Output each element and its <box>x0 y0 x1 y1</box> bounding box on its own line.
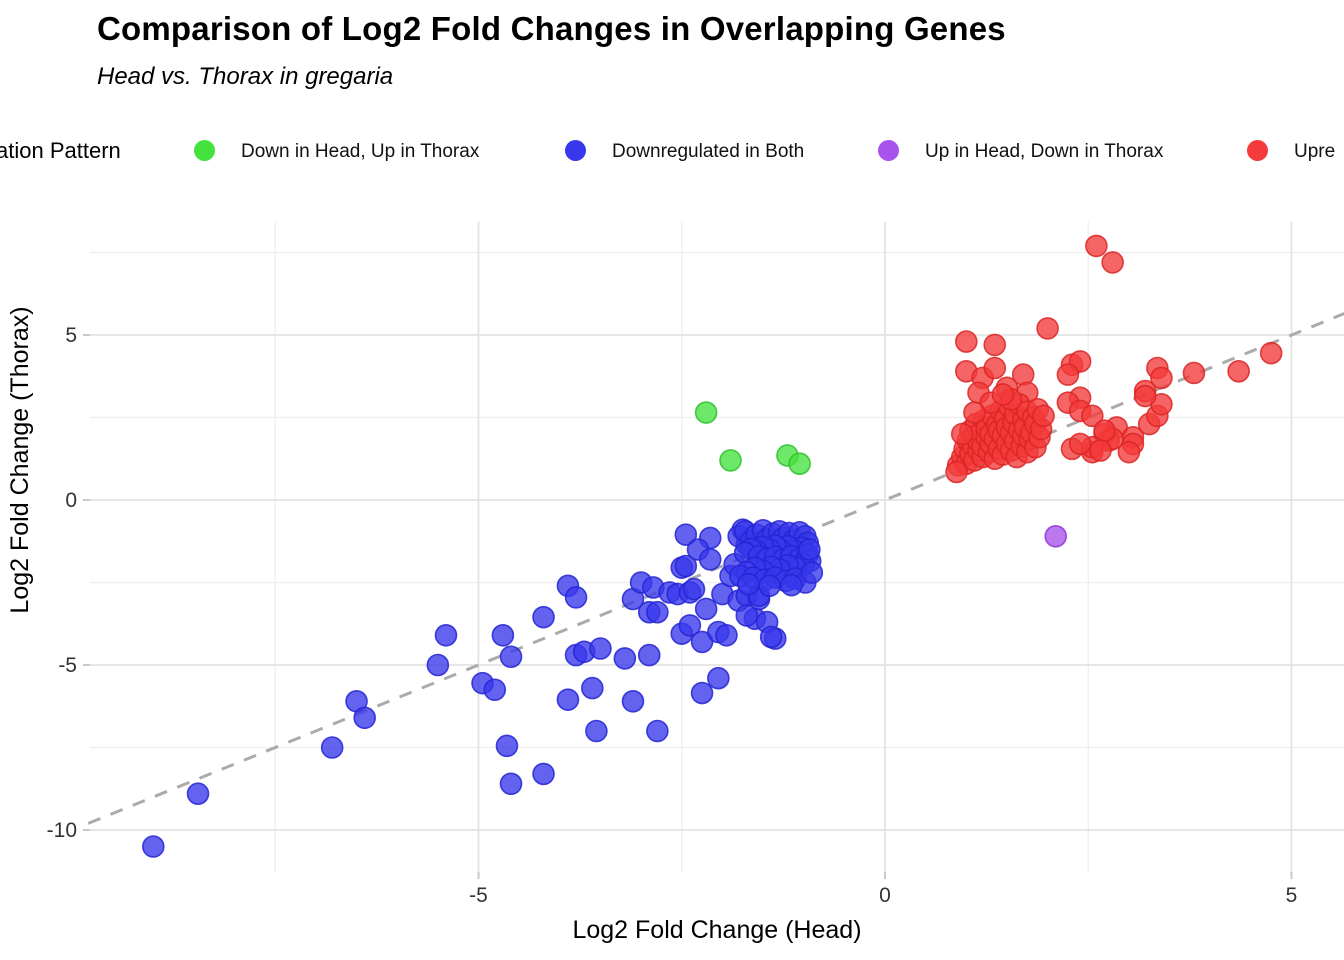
data-point <box>556 688 580 711</box>
legend-item-label: Down in Head, Up in Thorax <box>241 141 480 162</box>
data-point <box>142 835 165 858</box>
data-point <box>499 645 523 669</box>
data-point <box>621 689 645 713</box>
data-point <box>320 736 344 759</box>
data-point <box>674 554 698 578</box>
legend-swatch-blue <box>565 140 586 161</box>
data-point <box>780 573 803 597</box>
y-tick-label: 0 <box>65 489 77 512</box>
data-point <box>1101 251 1124 274</box>
data-point <box>694 597 718 621</box>
data-point <box>564 586 588 609</box>
data-point <box>678 614 702 637</box>
data-point <box>759 625 783 649</box>
data-point <box>491 623 515 647</box>
data-point <box>800 561 824 584</box>
x-axis-title: Log2 Fold Change (Head) <box>572 916 861 944</box>
data-point <box>758 574 781 598</box>
data-point <box>1044 524 1068 548</box>
data-point <box>1032 404 1055 428</box>
data-point <box>646 719 669 743</box>
data-point <box>698 548 722 571</box>
data-point <box>1068 432 1092 456</box>
data-point <box>983 333 1007 357</box>
data-point <box>499 772 523 796</box>
data-point <box>788 452 811 476</box>
data-point <box>637 643 661 667</box>
data-point <box>735 604 759 627</box>
data-point <box>495 734 519 758</box>
data-point <box>690 630 714 654</box>
data-point <box>1117 440 1141 464</box>
data-point <box>963 401 986 424</box>
data-point <box>1056 363 1080 386</box>
data-point <box>532 605 555 629</box>
legend: ation Pattern Down in Head, Up in Thorax… <box>0 136 1344 170</box>
data-point <box>1089 439 1112 462</box>
data-point <box>1259 341 1283 365</box>
legend-item-label: Downregulated in Both <box>612 141 805 162</box>
data-point <box>426 653 450 677</box>
data-point <box>646 600 669 624</box>
data-point <box>581 676 604 700</box>
data-point <box>1133 384 1157 408</box>
data-point <box>719 449 742 472</box>
axes: -5 0 5 5 0 -5 -10 <box>47 324 1298 907</box>
y-tick-label: 5 <box>65 324 77 347</box>
x-tick-label: -5 <box>469 884 488 907</box>
data-point <box>1085 234 1108 258</box>
data-point <box>1036 317 1059 340</box>
legend-swatch-purple <box>878 140 899 161</box>
data-point <box>186 782 210 806</box>
data-point <box>613 647 637 670</box>
data-point <box>950 422 974 446</box>
y-tick-label: -10 <box>47 819 77 842</box>
data-point <box>694 401 718 424</box>
data-point <box>690 681 714 705</box>
data-point <box>945 460 968 484</box>
data-point <box>1182 361 1206 385</box>
data-point <box>434 623 458 647</box>
data-point <box>798 538 821 561</box>
data-point <box>1081 404 1104 428</box>
data-point <box>954 330 978 353</box>
data-point <box>715 623 738 647</box>
data-point <box>674 523 698 546</box>
grid-lines <box>90 222 1344 872</box>
data-point <box>737 572 760 596</box>
y-axis-title: Log2 Fold Change (Thorax) <box>6 306 34 613</box>
data-point <box>682 577 706 601</box>
legend-title: ation Pattern <box>0 138 121 163</box>
x-tick-label: 0 <box>879 884 891 907</box>
data-point <box>585 719 608 743</box>
chart-subtitle: Head vs. Thorax in gregaria <box>97 63 394 90</box>
legend-item-label: Upre <box>1294 141 1336 162</box>
data-point <box>483 678 507 702</box>
chart-title: Comparison of Log2 Fold Changes in Overl… <box>97 10 1006 47</box>
data-point <box>353 706 376 730</box>
data-points <box>142 234 1283 858</box>
y-tick-label: -5 <box>58 654 77 677</box>
data-point <box>532 762 555 786</box>
data-point <box>589 637 612 660</box>
data-point <box>1150 366 1173 390</box>
x-tick-label: 5 <box>1286 884 1298 907</box>
data-point <box>707 666 730 690</box>
data-point <box>991 383 1015 406</box>
data-point <box>1227 359 1250 383</box>
legend-item-label: Up in Head, Down in Thorax <box>925 141 1164 162</box>
legend-swatch-green <box>194 140 215 161</box>
data-point <box>983 356 1007 380</box>
legend-swatch-red <box>1247 140 1268 161</box>
